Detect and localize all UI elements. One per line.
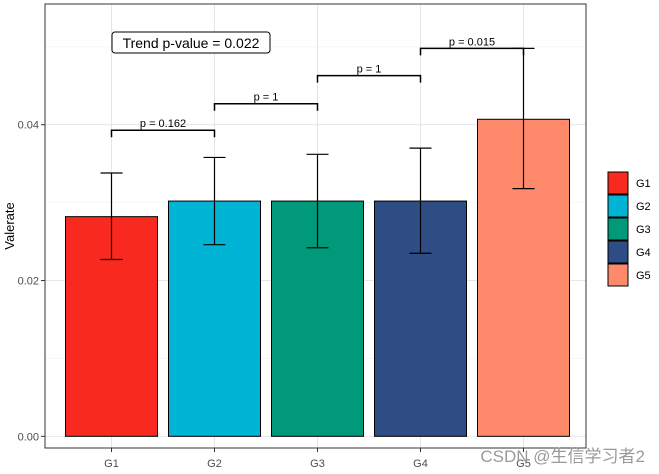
- legend-item-g4: G4: [607, 240, 651, 264]
- error-bar-g3: [306, 153, 329, 249]
- y-axis-title: Valerate: [2, 202, 17, 249]
- error-bars: [100, 47, 535, 261]
- legend-label: G4: [636, 247, 651, 259]
- legend-swatch: [607, 263, 629, 287]
- legend-swatch: [607, 194, 629, 218]
- legend-item-g5: G5: [607, 263, 651, 287]
- bracket-line: [110, 129, 216, 138]
- bracket-line: [316, 74, 422, 83]
- legend-label: G2: [636, 201, 651, 213]
- legend-swatch: [607, 240, 629, 264]
- bracket-pvalue-label: p = 0.162: [140, 118, 186, 130]
- comparison-bracket: p = 1: [213, 92, 319, 111]
- watermark: CSDN @生信学习者2: [480, 447, 645, 466]
- error-bar-g2: [203, 156, 226, 246]
- y-tick-label: 0.02: [18, 276, 39, 288]
- x-tick-label: G2: [207, 458, 222, 470]
- error-bar-g4: [409, 147, 432, 254]
- x-tick-label: G3: [310, 458, 325, 470]
- legend-item-g1: G1: [607, 171, 651, 195]
- y-tick-label: 0.04: [18, 120, 39, 132]
- legend-swatch: [607, 217, 629, 241]
- x-tick-label: G5: [516, 458, 531, 470]
- legend-swatch: [607, 171, 629, 195]
- legend-item-g3: G3: [607, 217, 651, 241]
- axes: 0.00 0.02 0.04 G1 G2 G3 G4 G5: [18, 120, 531, 470]
- bracket-pvalue-label: p = 1: [357, 64, 382, 76]
- comparison-brackets: p = 0.162 p = 1 p = 1 p = 0.015: [110, 36, 525, 138]
- bracket-pvalue-label: p = 1: [254, 92, 279, 104]
- legend-label: G5: [636, 270, 651, 282]
- comparison-bracket: p = 1: [316, 64, 422, 83]
- plot-panel-border: [44, 3, 587, 449]
- error-bar-g1: [100, 172, 123, 261]
- x-tick-label: G4: [413, 458, 428, 470]
- legend-label: G3: [636, 224, 651, 236]
- bracket-line: [213, 102, 319, 111]
- legend-item-g2: G2: [607, 194, 651, 218]
- comparison-bracket: p = 0.162: [110, 118, 216, 138]
- x-tick-label: G1: [104, 458, 119, 470]
- y-tick-label: 0.00: [18, 431, 39, 443]
- comparison-bracket: p = 0.015: [419, 36, 525, 56]
- bracket-pvalue-label: p = 0.015: [449, 36, 495, 48]
- legend: G1 G2 G3 G4 G5: [607, 171, 651, 287]
- trend-annotation-box: [111, 31, 271, 54]
- bracket-line: [419, 47, 525, 56]
- trend-pvalue-label: Trend p-value = 0.022: [123, 35, 260, 51]
- trend-annotation: Trend p-value = 0.022: [111, 31, 271, 54]
- legend-label: G1: [636, 178, 651, 190]
